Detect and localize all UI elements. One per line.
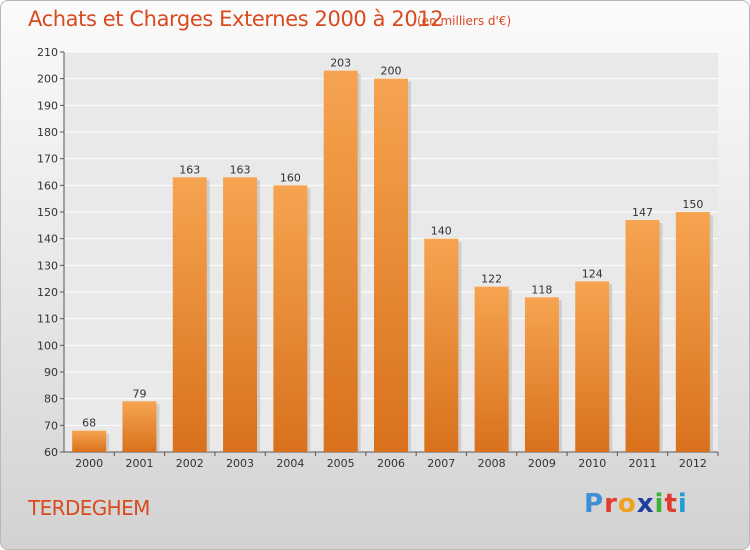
- y-tick-label: 170: [37, 153, 58, 166]
- logo-letter: P: [584, 489, 605, 519]
- y-tick-label: 80: [44, 393, 58, 406]
- bar-2012: [675, 212, 710, 452]
- x-tick-label-2001: 2001: [125, 457, 153, 470]
- value-label-2000: 68: [82, 417, 96, 430]
- chart-title: Achats et Charges Externes 2000 à 2012: [28, 7, 444, 31]
- label-layer: 68 2000 79 2001 163 2002 163 2003 160 2004 203 2005…: [75, 57, 707, 470]
- proxiti-logo: Proxiti: [584, 489, 688, 519]
- bar-2002: [172, 177, 207, 453]
- bar-2000: [72, 430, 107, 452]
- x-tick-label-2010: 2010: [578, 457, 606, 470]
- chart-subtitle: (en milliers d'€): [417, 14, 512, 28]
- y-tick-label: 110: [37, 313, 58, 326]
- x-tick-label-2005: 2005: [327, 457, 355, 470]
- bar-2010: [575, 281, 610, 452]
- x-tick-label-2004: 2004: [276, 457, 304, 470]
- x-tick-label-2011: 2011: [629, 457, 657, 470]
- value-label-2004: 160: [280, 171, 301, 184]
- town-name: TERDEGHEM: [28, 496, 150, 520]
- bar-2011: [625, 220, 660, 452]
- x-tick-label-2012: 2012: [679, 457, 707, 470]
- value-label-2012: 150: [682, 198, 703, 211]
- y-tick-label: 210: [37, 46, 58, 59]
- logo-letter: i: [654, 489, 665, 519]
- logo-letter: x: [636, 489, 655, 519]
- value-label-2006: 200: [381, 65, 402, 78]
- y-tick-label: 70: [44, 419, 58, 432]
- y-tick-label: 150: [37, 206, 58, 219]
- bar-2008: [474, 286, 509, 452]
- value-label-2005: 203: [330, 57, 351, 70]
- logo-letter: t: [664, 489, 678, 519]
- bar-layer: [72, 70, 713, 453]
- y-tick-label: 200: [37, 73, 58, 86]
- value-label-2001: 79: [132, 387, 146, 400]
- bar-2007: [424, 238, 459, 452]
- logo-letter: i: [677, 489, 688, 519]
- bar-2001: [122, 401, 157, 452]
- y-tick-label: 160: [37, 179, 58, 192]
- x-tick-label-2000: 2000: [75, 457, 103, 470]
- value-label-2010: 124: [582, 267, 603, 280]
- value-label-2002: 163: [179, 163, 200, 176]
- bar-2006: [374, 78, 408, 453]
- value-label-2007: 140: [431, 225, 452, 238]
- x-tick-label-2003: 2003: [226, 457, 254, 470]
- y-tick-label: 130: [37, 259, 58, 272]
- y-tick-label: 100: [37, 339, 58, 352]
- y-tick-label: 190: [37, 99, 58, 112]
- bar-2004: [273, 185, 308, 453]
- logo-letter: o: [617, 489, 637, 519]
- logo-letter: r: [604, 489, 618, 519]
- y-tick-label: 120: [37, 286, 58, 299]
- x-tick-label-2007: 2007: [427, 457, 455, 470]
- x-tick-label-2008: 2008: [478, 457, 506, 470]
- y-tick-label: 140: [37, 233, 58, 246]
- bar-2003: [223, 177, 258, 453]
- y-tick-label: 60: [44, 446, 58, 459]
- value-label-2011: 147: [632, 206, 653, 219]
- value-label-2008: 122: [481, 273, 502, 286]
- x-tick-label-2006: 2006: [377, 457, 405, 470]
- y-tick-label: 180: [37, 126, 58, 139]
- x-tick-label-2009: 2009: [528, 457, 556, 470]
- bar-2009: [524, 297, 559, 452]
- value-label-2009: 118: [531, 283, 552, 296]
- value-label-2003: 163: [230, 163, 251, 176]
- bar-2005: [323, 70, 358, 453]
- y-tick-label: 90: [44, 366, 58, 379]
- x-tick-label-2002: 2002: [176, 457, 204, 470]
